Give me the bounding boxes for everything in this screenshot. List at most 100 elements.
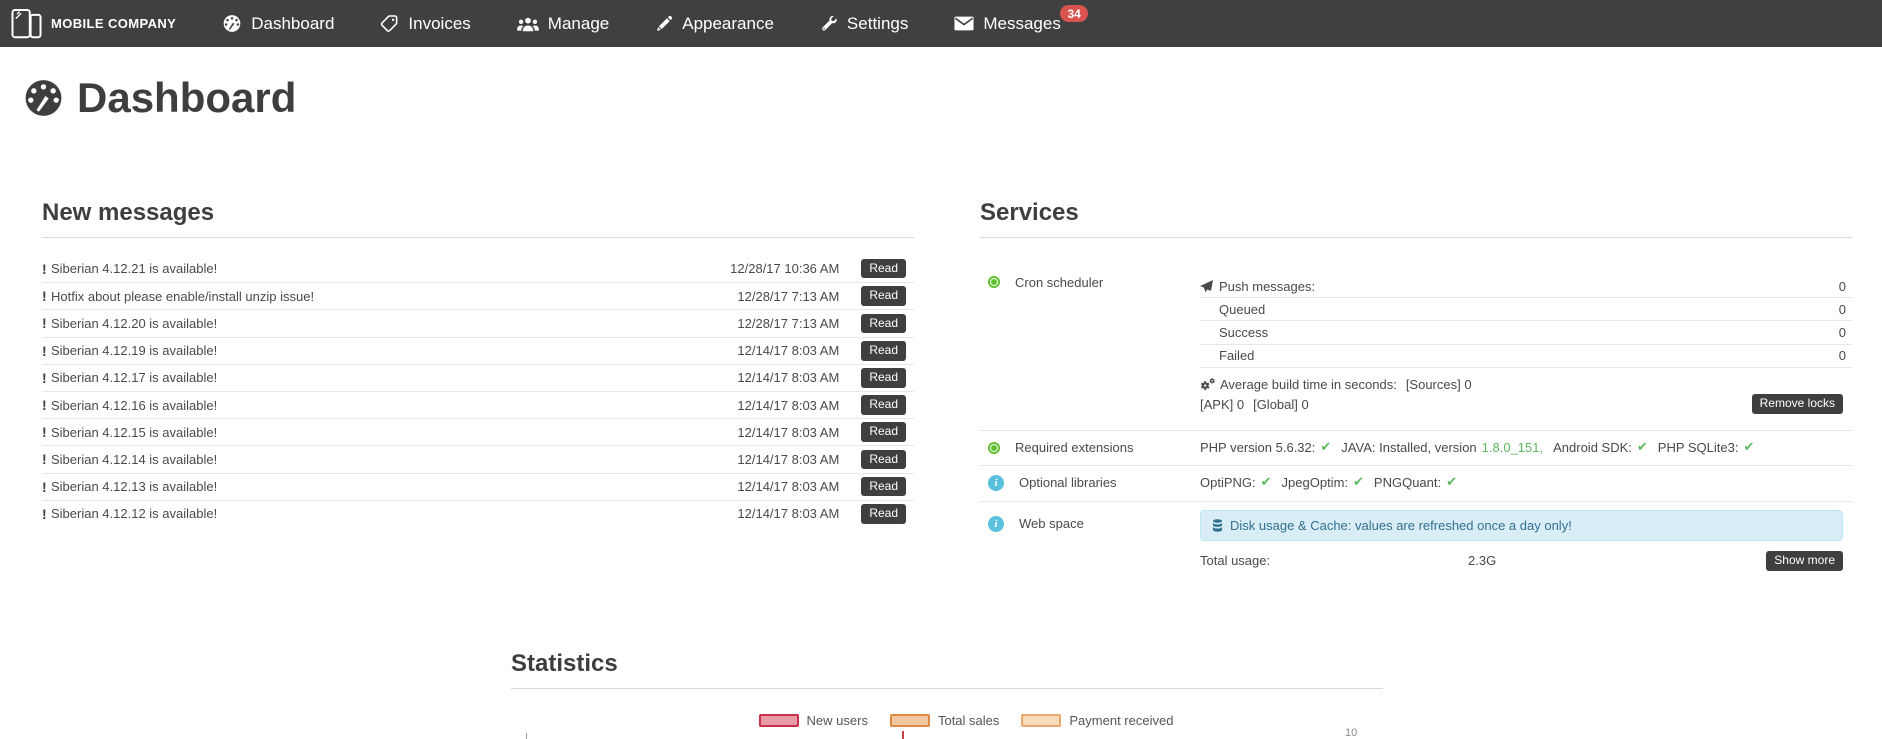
message-date: 12/28/17 10:36 AM — [730, 261, 840, 277]
check-icon: ✔ — [1320, 439, 1332, 455]
show-more-button[interactable]: Show more — [1766, 550, 1843, 571]
legend-swatch-payment-received — [1021, 714, 1062, 727]
message-row: ! Siberian 4.12.15 is available! 12/14/1… — [42, 418, 914, 445]
android-sdk-label: Android SDK: — [1553, 439, 1632, 455]
build-time-row: Average build time in seconds: [Sources] … — [1200, 368, 1852, 415]
message-row: ! Siberian 4.12.20 is available! 12/28/1… — [42, 309, 914, 336]
nav-item-settings[interactable]: Settings — [820, 14, 908, 34]
queued-value: 0 — [1838, 301, 1846, 317]
info-icon: i — [988, 515, 1004, 532]
message-date: 12/28/17 7:13 AM — [737, 288, 840, 304]
build-apk-value: [APK] 0 — [1200, 396, 1245, 412]
nav-item-appearance[interactable]: Appearance — [655, 14, 774, 34]
total-usage-row: Total usage: 2.3G Show more — [1200, 550, 1843, 571]
new-messages-heading: New messages — [42, 199, 914, 238]
read-button[interactable]: Read — [861, 395, 906, 415]
message-text: Siberian 4.12.14 is available! — [51, 451, 218, 467]
legend-label-new-users: New users — [806, 713, 868, 728]
nav-label: Settings — [846, 13, 909, 33]
read-button[interactable]: Read — [861, 340, 906, 361]
read-button[interactable]: Read — [861, 503, 906, 524]
users-icon — [516, 17, 539, 31]
nav-item-manage[interactable]: Manage — [516, 13, 610, 34]
service-label: Optional libraries — [1019, 475, 1117, 491]
failed-label: Failed — [1219, 348, 1255, 364]
message-row: ! Siberian 4.12.13 is available! 12/14/1… — [42, 472, 914, 500]
message-text: Siberian 4.12.21 is available! — [51, 261, 218, 277]
read-button[interactable]: Read — [861, 367, 906, 388]
message-list: ! Siberian 4.12.21 is available! 12/28/1… — [42, 255, 914, 527]
nav-label: Dashboard — [251, 13, 335, 33]
message-text: Siberian 4.12.19 is available! — [51, 343, 218, 359]
push-messages-row: Push messages: 0 — [1200, 275, 1852, 299]
total-usage-label: Total usage: — [1200, 553, 1271, 569]
chart-legend: New users Total sales Payment received — [511, 713, 1383, 728]
message-date: 12/28/17 7:13 AM — [737, 315, 840, 331]
exclamation-icon: ! — [42, 478, 47, 495]
pngquant-label: PNGQuant: — [1373, 475, 1442, 491]
message-date: 12/14/17 8:03 AM — [737, 479, 840, 495]
java-label: JAVA: Installed, version — [1341, 439, 1477, 455]
read-button[interactable]: Read — [861, 258, 906, 279]
build-sources-value: [Sources] 0 — [1405, 376, 1472, 392]
gauge-icon — [25, 80, 62, 116]
page-title-text: Dashboard — [77, 74, 297, 121]
message-text: Siberian 4.12.16 is available! — [51, 397, 218, 413]
service-row-cron-scheduler: Cron scheduler Push messages: 0 Queued 0 — [980, 238, 1852, 430]
exclamation-icon: ! — [42, 451, 47, 468]
push-messages-label: Push messages: — [1219, 278, 1316, 294]
message-row: ! Siberian 4.12.17 is available! 12/14/1… — [42, 363, 914, 391]
bullseye-icon — [988, 441, 1000, 454]
database-icon — [1212, 519, 1223, 532]
gauge-icon — [223, 15, 241, 32]
jpegoptim-label: JpegOptim: — [1281, 475, 1349, 491]
failed-value: 0 — [1838, 348, 1846, 364]
paper-plane-icon — [1200, 279, 1213, 292]
read-button[interactable]: Read — [861, 449, 906, 470]
services-section: Services Cron scheduler Push messages: 0 — [980, 199, 1852, 581]
check-icon: ✔ — [1353, 475, 1364, 491]
read-button[interactable]: Read — [861, 286, 906, 307]
message-date: 12/14/17 8:03 AM — [737, 506, 840, 522]
check-icon: ✔ — [1260, 475, 1272, 491]
message-text: Siberian 4.12.12 is available! — [51, 506, 218, 522]
read-button[interactable]: Read — [861, 476, 906, 497]
read-button[interactable]: Read — [861, 422, 906, 443]
read-button[interactable]: Read — [861, 313, 906, 334]
legend-label-total-sales: Total sales — [937, 713, 1000, 728]
nav-item-messages[interactable]: Messages 34 — [954, 4, 1088, 34]
brand-home-link[interactable]: MOBILE COMPANY — [10, 6, 176, 42]
envelope-icon — [954, 16, 974, 31]
nav-label: Manage — [547, 13, 610, 33]
nav-item-dashboard[interactable]: Dashboard — [222, 14, 334, 34]
remove-locks-button[interactable]: Remove locks — [1751, 393, 1843, 414]
exclamation-icon: ! — [42, 342, 47, 359]
queued-row: Queued 0 — [1200, 298, 1852, 322]
nav-label: Messages — [983, 13, 1061, 33]
page-title: Dashboard — [22, 74, 296, 122]
message-row: ! Siberian 4.12.12 is available! 12/14/1… — [42, 499, 914, 527]
message-row: ! Siberian 4.12.16 is available! 12/14/1… — [42, 390, 914, 418]
nav-label: Appearance — [682, 13, 774, 33]
message-row: ! Hotfix about please enable/install unz… — [42, 282, 914, 309]
success-value: 0 — [1838, 324, 1846, 340]
legend-swatch-total-sales — [889, 714, 930, 727]
statistics-section: Statistics New users Total sales Payment… — [511, 650, 1383, 728]
nav-item-invoices[interactable]: Invoices — [380, 14, 471, 34]
wrench-icon — [822, 15, 837, 31]
message-text: Siberian 4.12.20 is available! — [51, 315, 218, 331]
success-label: Success — [1219, 324, 1269, 340]
exclamation-icon: ! — [42, 315, 47, 332]
build-global-value: [Global] 0 — [1253, 396, 1309, 412]
exclamation-icon: ! — [42, 424, 47, 441]
message-text: Siberian 4.12.17 is available! — [51, 370, 218, 386]
message-text: Siberian 4.12.13 is available! — [51, 479, 218, 495]
exclamation-icon: ! — [42, 505, 47, 522]
exclamation-icon: ! — [42, 369, 47, 386]
bullseye-icon — [988, 276, 1000, 288]
pencil-icon — [657, 15, 673, 31]
java-version-value: 1.8.0_151, — [1481, 439, 1544, 455]
message-text: Hotfix about please enable/install unzip… — [51, 288, 315, 304]
tag-icon — [381, 15, 398, 32]
